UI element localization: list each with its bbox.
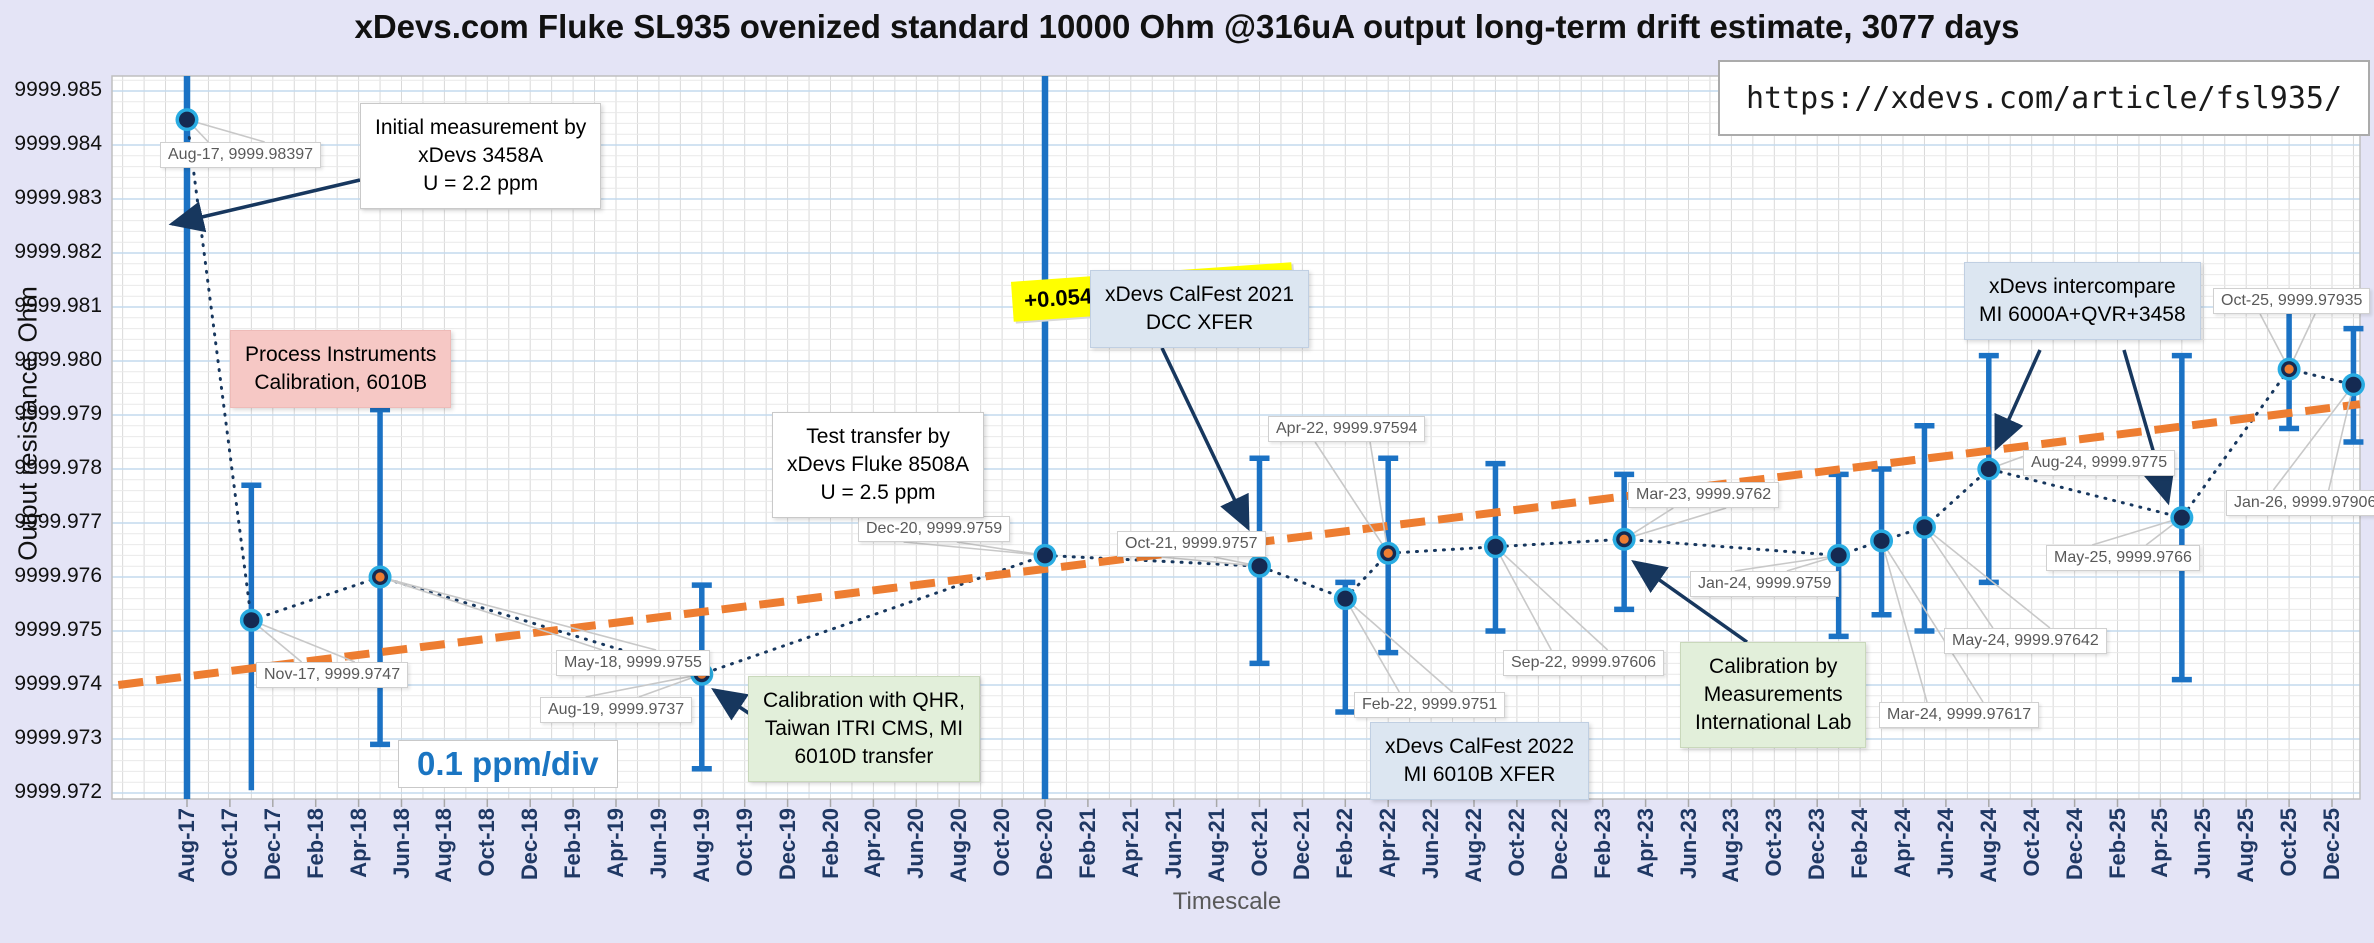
data-point-apr-22: [1376, 541, 1400, 565]
data-point-mar-23: [1612, 527, 1636, 551]
data-point-sep-22: [1483, 535, 1507, 559]
data-point-mar-24: [1870, 529, 1894, 553]
data-point-dec-20: [1033, 543, 1057, 567]
data-point-may-24: [1912, 515, 1936, 539]
data-point-oct-21: [1248, 554, 1271, 578]
data-point-may-25: [2170, 506, 2194, 530]
data-point-nov-17: [239, 608, 263, 632]
data-point-aug-17: [175, 108, 199, 132]
data-point-may-18: [368, 565, 392, 589]
data-point-aug-19: [690, 662, 714, 686]
data-point-feb-22: [1333, 587, 1357, 611]
data-point-aug-24: [1977, 457, 2001, 481]
data-point-jan-24: [1827, 543, 1851, 567]
data-point-jan-26: [2341, 373, 2365, 397]
data-point-oct-25: [2277, 357, 2301, 381]
